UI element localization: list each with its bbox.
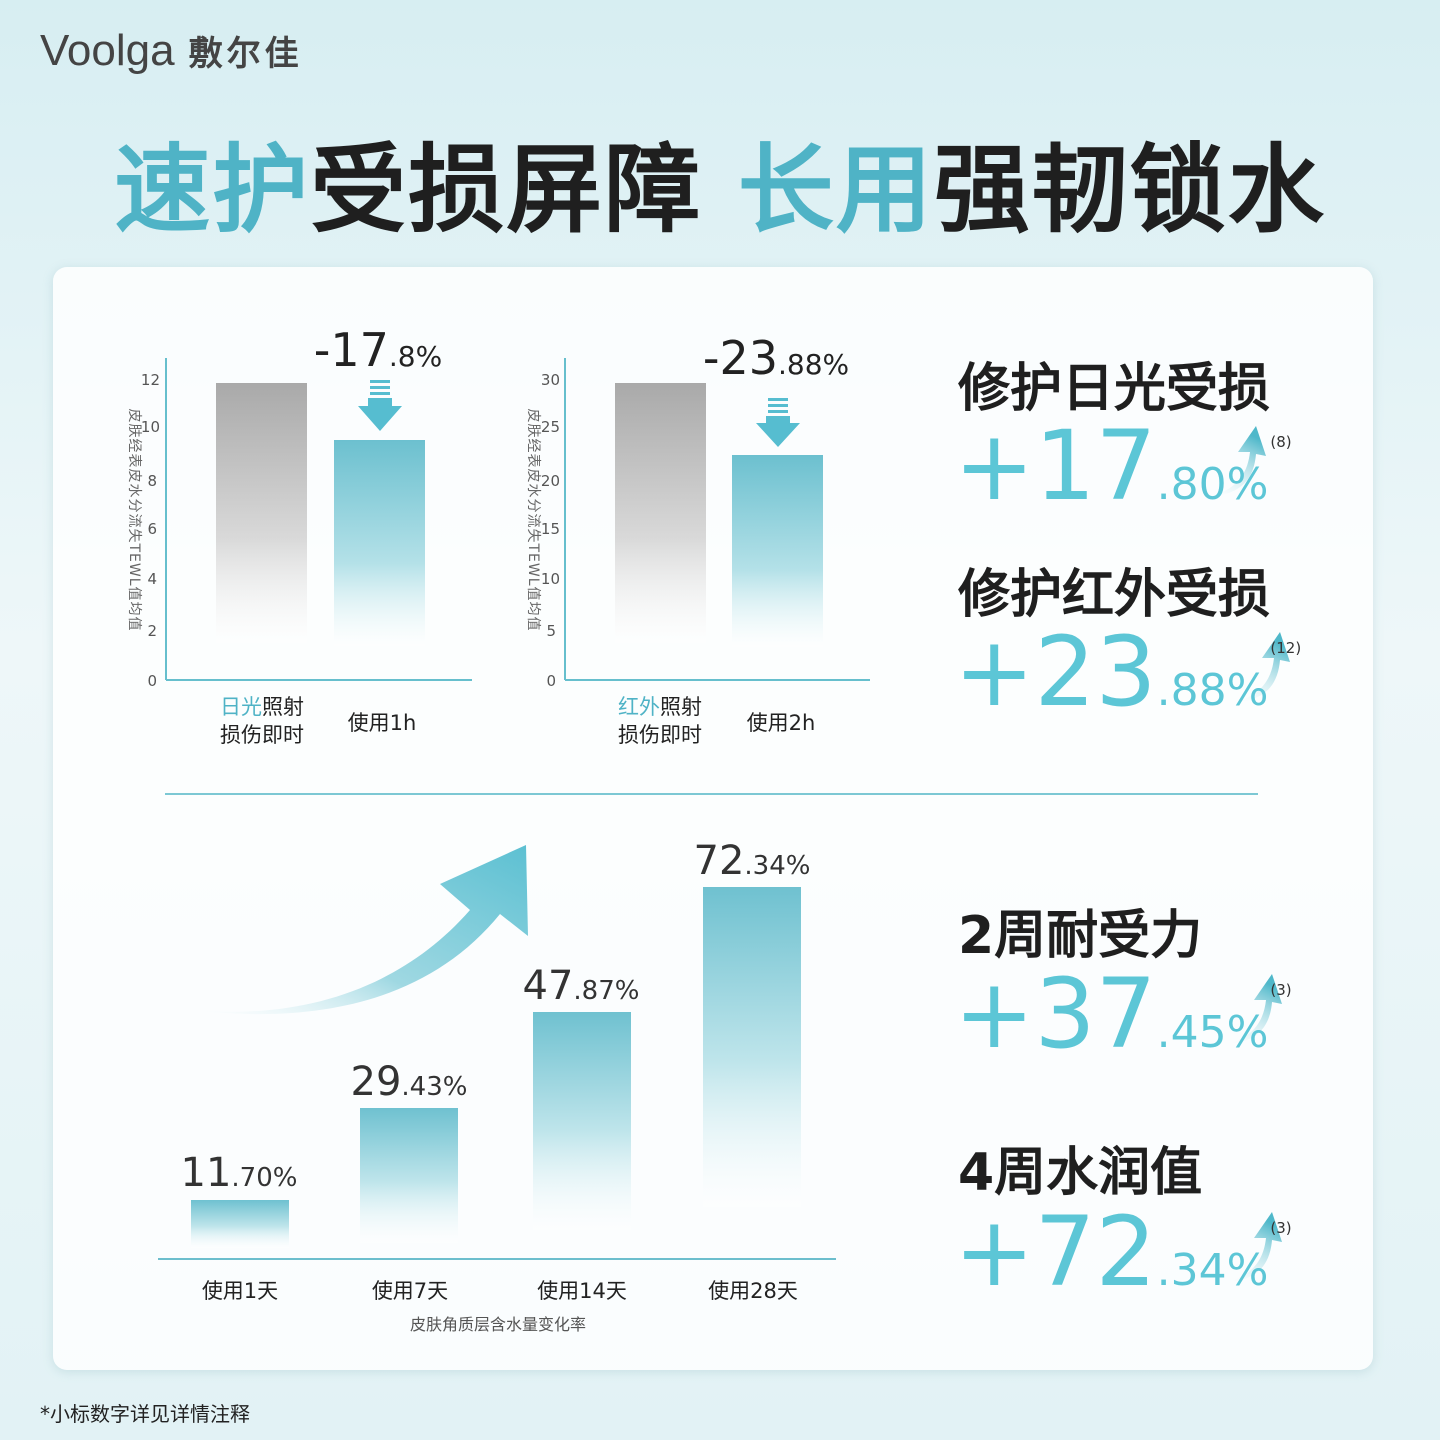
chart2-tick-25: 25 [541,418,560,436]
brand-logo: Voolga 敷尔佳 [40,26,303,76]
chart3-label-day1-int: 11 [181,1150,232,1196]
trend-arrow-icon [192,845,528,1015]
chart1-ylabel: 皮肤经表皮水分流失TEWL值均值 [126,408,142,631]
chart2-down-arrow-icon [756,398,800,447]
chart1-change-label: -17.8% [314,323,442,377]
footnote: *小标数字详见详情注释 [40,1402,250,1426]
stat4-value-big: +72 [954,1196,1157,1308]
chart1-change-int: -17 [314,323,389,377]
chart2-tick-5: 5 [546,622,556,640]
stat1-value-small: .80% [1156,459,1269,510]
chart-hydration: 11.70% 29.43% 47.87% 72.34% 使用1天 使用7天 使用… [158,838,836,1334]
chart1-cat2-label: 使用1h [348,711,417,735]
stat3-title: 2周耐受力 [958,906,1203,966]
stat2-value-small: .88% [1156,665,1269,716]
chart2-cat1-line1: 红外照射 [618,695,702,719]
stat1-note: (8) [1270,433,1292,451]
stat1-value-big: +17 [954,410,1157,522]
stat4-up-arrow-icon [1228,1212,1282,1282]
title-part2-accent: 长用 [737,134,934,246]
chart3-label-day7-dec: .43% [401,1072,467,1102]
chart1-tick-4: 4 [147,570,157,588]
stat4-value: +72.34%(3) [954,1196,1292,1308]
chart3-cat-day1: 使用1天 [202,1279,278,1303]
brand-name-en: Voolga [40,26,175,75]
stat1-up-arrow-icon [1212,426,1266,496]
chart3-xlabel: 皮肤角质层含水量变化率 [410,1315,586,1334]
chart3-label-day28-dec: .34% [744,851,810,881]
brand-name-cn: 敷尔佳 [188,34,303,74]
chart2-tick-10: 10 [541,570,560,588]
chart2-cat1-accent: 红外 [618,695,660,719]
chart2-bar-before [615,383,706,643]
chart-sunlight: 0 2 4 6 8 10 12 皮肤经表皮水分流失TEWL值均值 -17.8% … [126,323,472,747]
chart2-cat2-label: 使用2h [747,711,816,735]
stat2-value: +23.88%(12) [954,616,1301,728]
chart1-cat1-rest: 照射 [262,695,304,719]
chart1-down-arrow-icon [358,380,402,431]
chart2-tick-20: 20 [541,472,560,490]
title-part1-dark: 受损屏障 [310,134,703,246]
chart1-cat1-line2: 损伤即时 [220,723,304,747]
chart1-tick-6: 6 [147,520,157,538]
chart1-tick-0: 0 [147,672,157,690]
stat1-title: 修护日光受损 [958,359,1271,419]
chart2-change-int: -23 [703,331,778,385]
chart2-tick-0: 0 [546,672,556,690]
chart1-cat1-accent: 日光 [220,695,262,719]
chart-infrared: 0 5 10 15 20 25 30 皮肤经表皮水分流失TEWL值均值 -23.… [525,331,870,747]
stat3-note: (3) [1270,981,1292,999]
stat3-value: +37.45%(3) [954,958,1292,1070]
page-title: 速护受损屏障 长用强韧锁水 [0,112,1440,251]
stat1-value: +17.80%(8) [954,410,1292,522]
chart1-tick-2: 2 [147,622,157,640]
stat4-title: 4周水润值 [958,1143,1203,1203]
chart2-tick-30: 30 [541,371,560,389]
chart1-tick-10: 10 [141,418,160,436]
title-part1-accent: 速护 [114,134,311,246]
chart3-label-day28: 72.34% [694,838,811,884]
stat4-value-small: .34% [1156,1245,1269,1296]
chart3-cat-day7: 使用7天 [372,1279,448,1303]
title-part2-dark: 强韧锁水 [933,134,1326,246]
chart2-change-dec: .88% [778,348,849,381]
stat3-up-arrow-icon [1228,974,1282,1044]
stat2-up-arrow-icon [1236,632,1290,702]
chart2-change-label: -23.88% [703,331,849,385]
chart3-bar-day14 [533,1012,631,1230]
chart3-label-day7: 29.43% [351,1059,468,1105]
chart2-bar-after [732,455,823,647]
chart3-cat-day28: 使用28天 [708,1279,798,1303]
chart3-label-day1-dec: .70% [231,1163,297,1193]
chart3-bar-day1 [191,1200,289,1248]
chart3-label-day28-int: 72 [694,838,745,884]
stat2-note: (12) [1270,639,1302,657]
chart3-label-day14: 47.87% [523,963,640,1009]
chart2-ylabel: 皮肤经表皮水分流失TEWL值均值 [525,408,541,631]
stat3-value-small: .45% [1156,1007,1269,1058]
chart1-tick-12: 12 [141,371,160,389]
chart3-bar-day7 [360,1108,458,1243]
chart3-bar-day28 [703,887,801,1207]
chart1-bar-before [216,383,307,643]
stat2-value-big: +23 [954,616,1157,728]
chart1-cat1-line1: 日光照射 [220,695,304,719]
stat2-title: 修护红外受损 [958,565,1271,625]
chart2-cat1-rest: 照射 [660,695,702,719]
chart3-label-day14-dec: .87% [573,976,639,1006]
chart3-label-day14-int: 47 [523,963,574,1009]
chart1-bar-after [334,440,425,646]
chart2-tick-15: 15 [541,520,560,538]
stat4-note: (3) [1270,1219,1292,1237]
stat3-value-big: +37 [954,958,1157,1070]
chart3-label-day7-int: 29 [351,1059,402,1105]
chart1-change-dec: .8% [389,340,442,373]
chart1-tick-8: 8 [147,472,157,490]
chart3-cat-day14: 使用14天 [537,1279,627,1303]
chart3-label-day1: 11.70% [181,1150,298,1196]
chart2-cat1-line2: 损伤即时 [618,723,702,747]
